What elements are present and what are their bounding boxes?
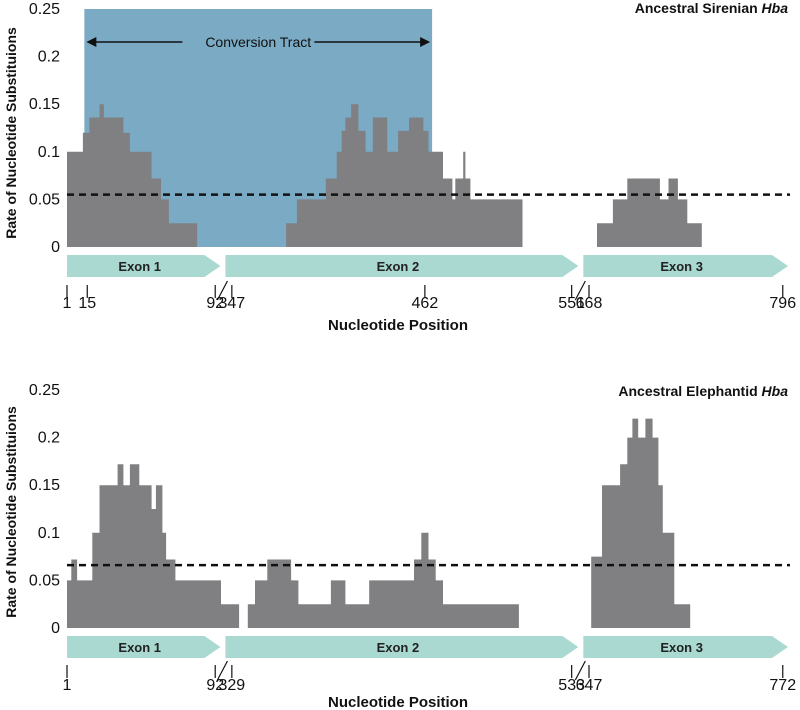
exon-arrow bbox=[67, 636, 221, 658]
panel-title-italic: Hba bbox=[762, 383, 789, 399]
y-tick-label: 0.15 bbox=[29, 96, 60, 113]
elephantid-panel: Ancestral Elephantid Hba Rate of Nucleot… bbox=[3, 382, 796, 710]
exon-arrow bbox=[225, 255, 579, 277]
substitution-rate-area bbox=[276, 104, 531, 247]
position-tick-label: 772 bbox=[769, 677, 796, 694]
position-tick-label: 15 bbox=[78, 295, 96, 312]
arrow-left-icon bbox=[86, 37, 97, 47]
panel-title: Ancestral Sirenian Hba bbox=[635, 0, 788, 16]
axis-break-mark bbox=[216, 280, 228, 301]
panel-title: Ancestral Elephantid Hba bbox=[618, 383, 788, 399]
y-tick-label: 0 bbox=[51, 620, 60, 637]
exon-arrow bbox=[583, 255, 788, 277]
y-tick-label: 0.1 bbox=[38, 525, 60, 542]
exon-label: Exon 1 bbox=[118, 259, 161, 274]
y-tick-label: 0.1 bbox=[38, 144, 60, 161]
y-tick-label: 0.15 bbox=[29, 477, 60, 494]
axis-break-mark bbox=[574, 280, 586, 301]
exon-label: Exon 3 bbox=[660, 259, 703, 274]
position-tick-label: 1 bbox=[63, 295, 72, 312]
position-tick-label: 347 bbox=[218, 295, 245, 312]
position-tick-label: 533 bbox=[558, 677, 585, 694]
panel-title-text: Ancestral Elephantid bbox=[618, 383, 757, 399]
panel-title-italic: Hba bbox=[762, 0, 789, 16]
x-axis-label: Nucleotide Position bbox=[328, 317, 468, 334]
y-tick-label: 0.2 bbox=[38, 430, 60, 447]
exon-label: Exon 2 bbox=[377, 640, 420, 655]
position-tick-label: 92 bbox=[206, 677, 224, 694]
substitution-rate-area bbox=[67, 464, 529, 628]
exon-label: Exon 3 bbox=[660, 640, 703, 655]
y-axis-label: Rate of Nucleotide Substituions bbox=[3, 27, 19, 239]
y-tick-label: 0.05 bbox=[29, 191, 60, 208]
arrow-right-icon bbox=[420, 37, 431, 47]
y-tick-label: 0 bbox=[51, 239, 60, 256]
position-tick-label: 329 bbox=[218, 677, 245, 694]
x-axis-label: Nucleotide Position bbox=[328, 694, 468, 710]
position-tick-label: 551 bbox=[558, 295, 585, 312]
conversion-tract-label: Conversion Tract bbox=[205, 34, 311, 50]
y-tick-label: 0.05 bbox=[29, 572, 60, 589]
substitution-rate-area bbox=[580, 418, 698, 628]
exon-label: Exon 2 bbox=[377, 259, 420, 274]
position-tick-label: 462 bbox=[412, 295, 439, 312]
y-tick-label: 0.25 bbox=[29, 382, 60, 399]
y-tick-label: 0.25 bbox=[29, 1, 60, 18]
position-tick-label: 647 bbox=[576, 677, 603, 694]
sirenian-panel: Ancestral Sirenian Hba Rate of Nucleotid… bbox=[3, 0, 796, 334]
y-axis-label: Rate of Nucleotide Substituions bbox=[3, 406, 19, 618]
exon-label: Exon 1 bbox=[118, 640, 161, 655]
position-tick-label: 668 bbox=[576, 295, 603, 312]
exon-arrow bbox=[67, 255, 221, 277]
axis-break-mark bbox=[574, 660, 586, 681]
substitution-rate-area bbox=[592, 178, 712, 247]
exon-arrow bbox=[583, 636, 788, 658]
position-tick-label: 796 bbox=[769, 295, 796, 312]
exon-arrow bbox=[225, 636, 579, 658]
y-tick-label: 0.2 bbox=[38, 49, 60, 66]
position-tick-label: 92 bbox=[206, 295, 224, 312]
position-tick-label: 1 bbox=[63, 677, 72, 694]
panel-title-text: Ancestral Sirenian bbox=[635, 0, 758, 16]
axis-break-mark bbox=[216, 660, 228, 681]
substitution-rate-area bbox=[67, 104, 200, 247]
